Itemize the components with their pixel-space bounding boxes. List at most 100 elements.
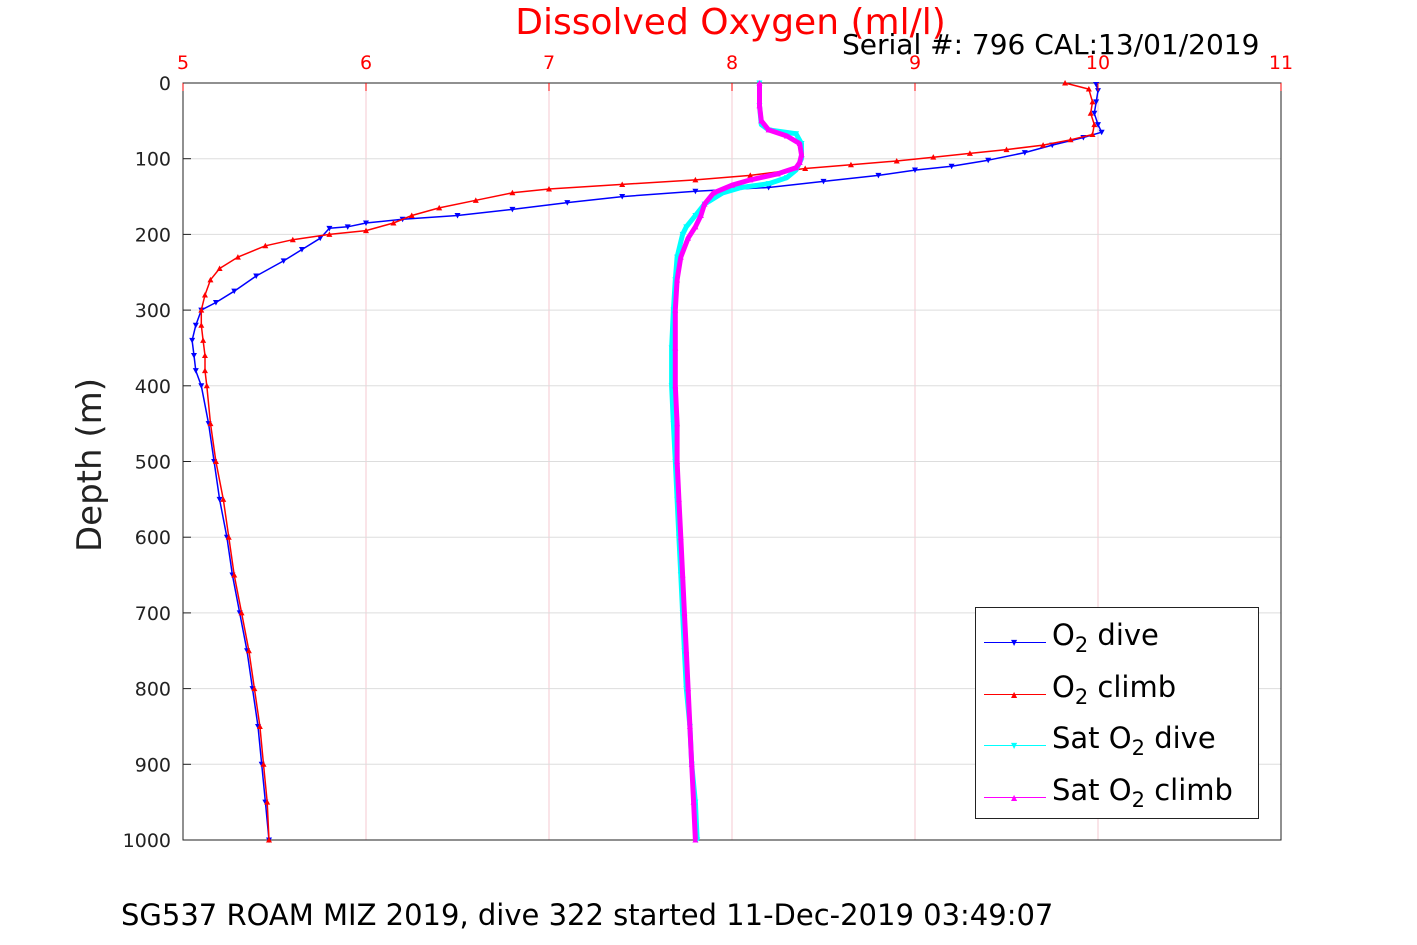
- data-point: [262, 242, 269, 249]
- data-point: [245, 647, 252, 654]
- data-point: [203, 382, 210, 389]
- y-tick-label: 300: [135, 300, 171, 322]
- series-sat-o2-climb: [672, 80, 805, 843]
- data-point: [729, 182, 735, 188]
- data-point: [1087, 110, 1094, 116]
- x-tick-label: 5: [177, 52, 189, 74]
- data-point: [697, 212, 704, 218]
- legend-label-sat-o2-dive: Sat O2 dive: [1052, 721, 1216, 760]
- data-point: [619, 181, 626, 187]
- tick-layer: 5 6 7 8 9 10 11 0 100 200 300 400 500 600 700 800 900 100…: [123, 52, 1293, 852]
- data-point: [765, 181, 772, 187]
- legend-line-sat-o2-dive: [984, 745, 1046, 746]
- legend-item-sat-o2-dive: ▼ Sat O2 dive: [976, 715, 1260, 760]
- data-point: [256, 723, 263, 729]
- data-point: [912, 167, 918, 174]
- y-tick-label: 200: [135, 224, 171, 246]
- data-point: [192, 322, 199, 329]
- legend-marker-o2-dive: ▼: [1011, 638, 1018, 647]
- data-point: [672, 307, 679, 313]
- x-tick-label: 9: [909, 52, 921, 74]
- chart-title: Dissolved Oxygen (ml/l): [515, 2, 946, 43]
- data-point: [220, 496, 227, 502]
- dive-info-footer: SG537 ROAM MIZ 2019, dive 322 started 11…: [121, 898, 1054, 932]
- data-point: [875, 172, 882, 179]
- x-tick-label: 8: [726, 52, 738, 74]
- legend-item-sat-o2-climb: ▲ Sat O2 climb: [976, 767, 1260, 812]
- series-layer: [189, 80, 1105, 843]
- data-point: [260, 761, 267, 767]
- data-point: [685, 235, 692, 241]
- legend-item-o2-dive: ▼ O2 dive: [976, 612, 1260, 657]
- legend-marker-sat-o2-climb: ▲: [1011, 793, 1018, 802]
- legend-label-sat-o2-climb: Sat O2 climb: [1052, 773, 1233, 812]
- data-point: [390, 220, 397, 226]
- data-point: [253, 273, 260, 280]
- data-point: [796, 159, 803, 165]
- data-point: [966, 150, 973, 156]
- data-point: [326, 231, 333, 237]
- data-point: [472, 197, 479, 203]
- data-point: [674, 420, 681, 427]
- data-point: [192, 368, 199, 374]
- data-point: [234, 254, 241, 260]
- data-point: [201, 291, 208, 298]
- legend-line-o2-dive: [984, 642, 1046, 643]
- data-point: [765, 126, 772, 133]
- data-point: [847, 161, 854, 168]
- data-point: [672, 344, 679, 351]
- data-point: [363, 227, 369, 234]
- data-point: [1098, 129, 1105, 136]
- serial-calibration-label: Serial #: 796 CAL:13/01/2019: [842, 28, 1260, 61]
- data-point: [893, 157, 900, 164]
- data-point: [675, 496, 682, 502]
- data-point: [690, 799, 697, 805]
- data-point: [280, 258, 287, 264]
- data-point: [686, 723, 693, 729]
- data-point: [1062, 80, 1069, 86]
- data-point: [1021, 150, 1028, 156]
- x-tick-label: 7: [543, 52, 555, 74]
- data-point: [774, 170, 781, 177]
- data-point: [436, 204, 443, 211]
- series-o2-climb: [198, 80, 1098, 843]
- legend-line-sat-o2-climb: [984, 797, 1046, 798]
- data-point: [212, 300, 219, 306]
- x-tick-label: 11: [1269, 52, 1293, 74]
- data-point: [189, 337, 196, 344]
- data-point: [985, 157, 992, 164]
- data-point: [710, 189, 717, 196]
- data-point: [289, 236, 296, 243]
- data-point: [802, 165, 809, 172]
- data-point: [683, 224, 690, 230]
- data-point: [756, 102, 763, 109]
- data-point: [238, 609, 245, 616]
- data-point: [948, 163, 955, 170]
- y-tick-label: 1000: [123, 830, 171, 852]
- data-point: [231, 288, 238, 295]
- data-point: [231, 572, 238, 578]
- data-point: [344, 224, 351, 230]
- data-point: [266, 837, 273, 843]
- data-point: [1093, 99, 1100, 105]
- series-line: [672, 83, 804, 841]
- data-point: [207, 276, 214, 283]
- data-point: [216, 496, 223, 503]
- data-point: [198, 307, 205, 313]
- data-point: [201, 367, 208, 374]
- legend-marker-sat-o2-dive: ▼: [1011, 741, 1018, 750]
- y-axis-label: Depth (m): [70, 377, 110, 553]
- data-point: [216, 265, 223, 271]
- y-tick-label: 800: [135, 679, 171, 701]
- data-point: [408, 212, 415, 218]
- data-point: [692, 176, 699, 183]
- data-point: [264, 799, 271, 805]
- y-tick-label: 600: [135, 527, 171, 549]
- legend-label-o2-climb: O2 climb: [1052, 670, 1177, 709]
- y-tick-label: 0: [159, 73, 171, 95]
- data-point: [564, 200, 571, 206]
- data-point: [793, 131, 800, 137]
- data-point: [190, 353, 197, 359]
- data-point: [747, 176, 754, 183]
- data-point: [198, 383, 205, 389]
